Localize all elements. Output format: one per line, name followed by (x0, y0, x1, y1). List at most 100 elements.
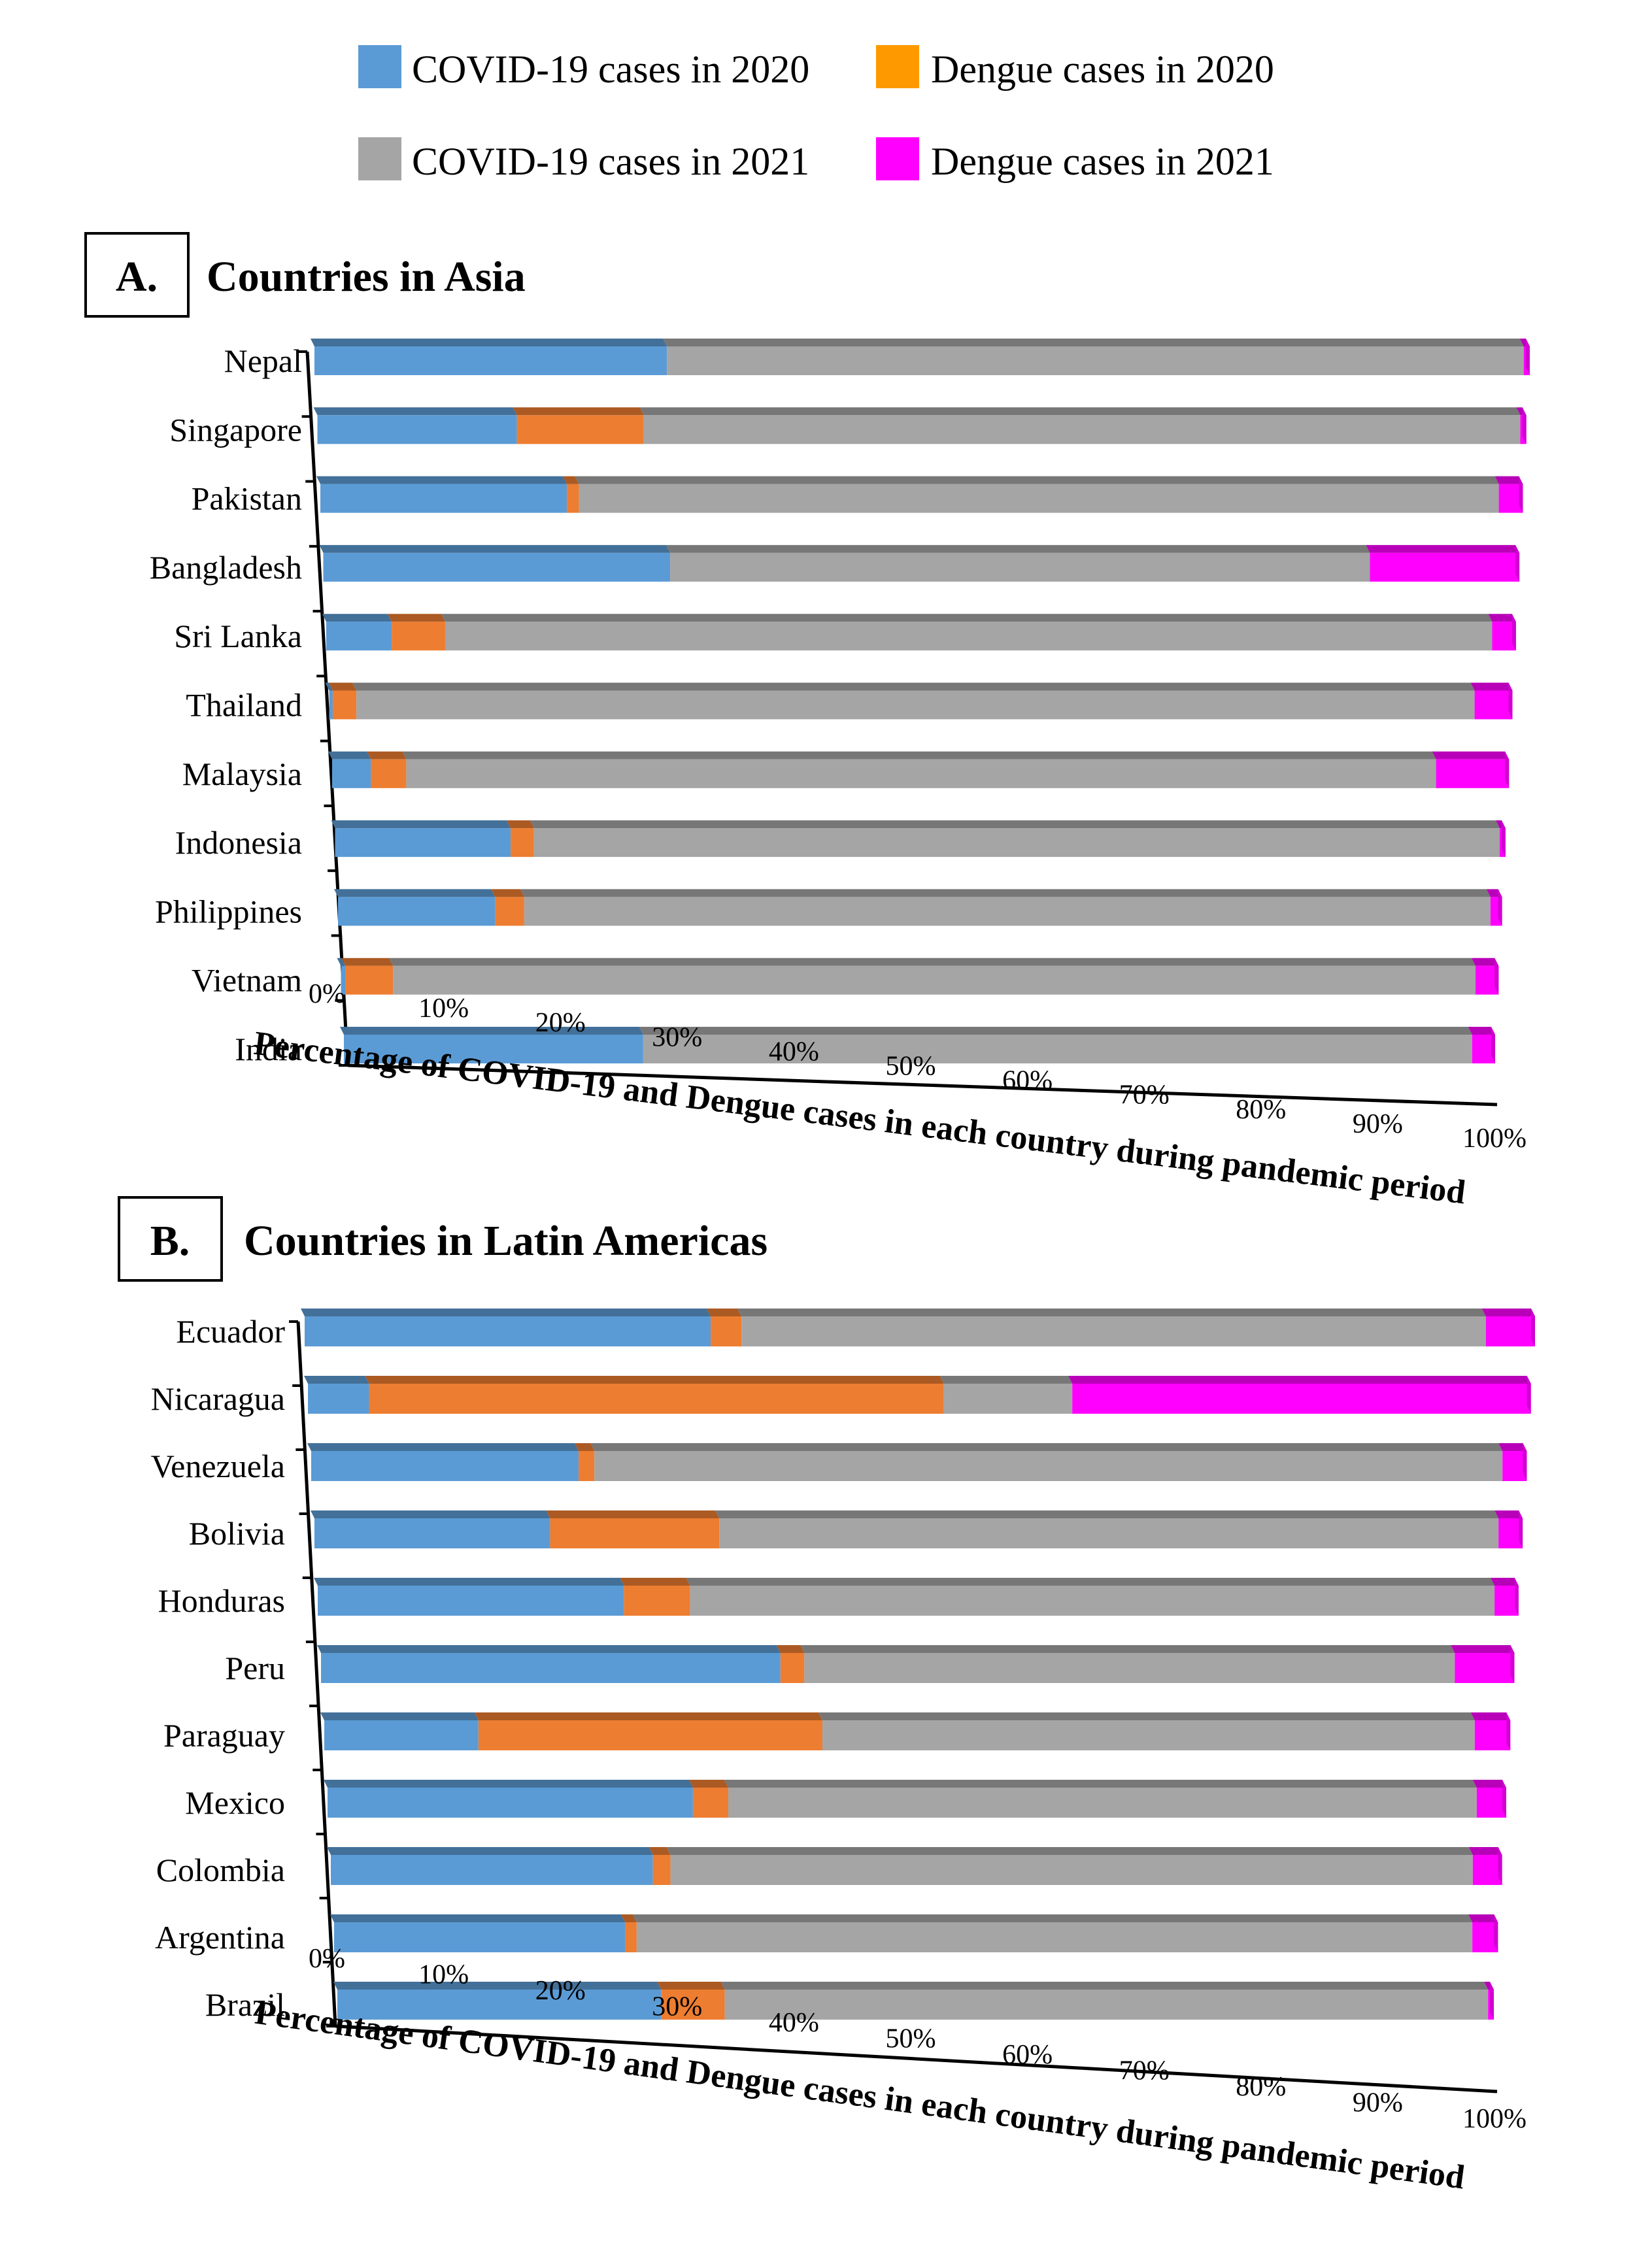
x-tick-label-5: 50% (886, 1052, 936, 1082)
legend-label-dengue-2021: Dengue cases in 2021 (931, 140, 1274, 183)
category-label-singapore: Singapore (169, 411, 302, 448)
category-label-colombia: Colombia (156, 1852, 285, 1888)
bar-segment-sri-lanka-dengue-cases-in-2021 (1488, 614, 1516, 651)
bar-segment-argentina-dengue-cases-in-2020 (621, 1914, 637, 1952)
bar-top-face (328, 751, 371, 759)
x-axis-line (347, 1063, 1498, 1107)
bar-segment-philippines-covid-19-cases-in-2020 (334, 889, 496, 926)
bar-segment-peru-covid-19-cases-in-2021 (800, 1645, 1455, 1683)
bar-front-face (495, 897, 524, 926)
bar-top-face (686, 1578, 1495, 1586)
bar-front-face (550, 1518, 720, 1548)
bar-end-cap-venezuela (1523, 1443, 1527, 1481)
bar-front-face (780, 1653, 805, 1683)
bar-front-face (643, 1035, 1472, 1063)
category-label-malaysia: Malaysia (182, 756, 302, 792)
bar-front-face (822, 1720, 1475, 1750)
bar-front-face (690, 1586, 1495, 1616)
bar-segment-india-covid-19-cases-in-2021 (639, 1027, 1472, 1063)
bar-front-face (1494, 1586, 1519, 1616)
bar-front-face (445, 622, 1493, 651)
x-tick-label-4: 40% (769, 1037, 819, 1067)
bar-segment-malaysia-covid-19-cases-in-2020 (328, 751, 371, 788)
category-label-philippines: Philippines (155, 893, 302, 929)
bar-top-face (724, 1780, 1477, 1788)
bar-segment-colombia-dengue-cases-in-2020 (649, 1847, 671, 1885)
bar-segment-nicaragua-covid-19-cases-in-2020 (304, 1376, 369, 1414)
bar-top-face (1488, 614, 1516, 622)
bar-segment-venezuela-covid-19-cases-in-2020 (307, 1443, 579, 1481)
bar-front-face (741, 1316, 1486, 1346)
bar-front-face (341, 965, 346, 995)
bar-front-face (1472, 1922, 1498, 1952)
bar-top-face (1494, 1510, 1523, 1518)
bar-end-cap-brazil (1490, 1982, 1494, 2020)
category-label-nepal: Nepal (224, 342, 302, 379)
bar-front-face (478, 1720, 822, 1750)
bar-top-face (389, 958, 1476, 966)
bar-end-cap-nepal (1526, 339, 1530, 375)
bar-end-cap-bangladesh (1515, 544, 1520, 582)
x-tick-label-2: 20% (535, 1008, 586, 1038)
bar-top-face (1470, 1712, 1511, 1720)
bar-top-face (649, 1847, 671, 1855)
bar-segment-philippines-dengue-cases-in-2020 (491, 889, 524, 926)
bar-front-face (406, 759, 1436, 788)
bar-front-face (331, 1855, 653, 1885)
bar-top-face (474, 1712, 822, 1720)
y-axis-line (296, 1321, 337, 2027)
bar-top-face (639, 1027, 1472, 1035)
bar-segment-peru-covid-19-cases-in-2020 (317, 1645, 781, 1683)
bar-segment-paraguay-covid-19-cases-in-2021 (818, 1712, 1475, 1750)
bar-segment-mexico-covid-19-cases-in-2020 (324, 1780, 693, 1818)
bar-segment-venezuela-dengue-cases-in-2020 (575, 1443, 595, 1481)
bar-front-face (335, 828, 511, 858)
bar-segment-pakistan-dengue-cases-in-2020 (563, 476, 579, 513)
bar-top-face (367, 751, 407, 759)
bar-segment-pakistan-dengue-cases-in-2021 (1494, 476, 1523, 513)
bar-front-face (670, 1855, 1473, 1885)
bar-segment-bolivia-covid-19-cases-in-2021 (715, 1510, 1499, 1548)
bar-segment-bolivia-covid-19-cases-in-2020 (311, 1510, 550, 1548)
bar-segment-nicaragua-covid-19-cases-in-2021 (939, 1376, 1073, 1414)
bar-front-face (567, 484, 579, 513)
bar-top-face (1491, 1578, 1519, 1586)
bar-front-face (1498, 1518, 1523, 1548)
bar-top-face (1366, 544, 1520, 553)
bar-segment-india-dengue-cases-in-2021 (1468, 1027, 1495, 1063)
bar-front-face (728, 1788, 1477, 1818)
bar-segment-peru-dengue-cases-in-2021 (1451, 1645, 1515, 1683)
bar-segment-argentina-covid-19-cases-in-2021 (632, 1914, 1473, 1952)
bar-front-face (661, 1990, 725, 2020)
bar-front-face (1498, 484, 1523, 513)
bar-end-cap-vietnam (1494, 958, 1499, 995)
bar-top-face (1451, 1645, 1515, 1653)
bar-front-face (652, 1855, 671, 1885)
bar-front-face (667, 346, 1524, 375)
bar-top-face (327, 1847, 653, 1855)
bar-front-face (337, 1990, 662, 2020)
bar-top-face (507, 820, 534, 829)
bar-top-face (307, 1443, 579, 1451)
bar-segment-pakistan-covid-19-cases-in-2020 (316, 476, 567, 513)
bar-top-face (530, 820, 1500, 829)
bar-top-face (639, 407, 1521, 416)
bar-segment-argentina-dengue-cases-in-2021 (1468, 1914, 1498, 1952)
bar-segment-malaysia-dengue-cases-in-2020 (367, 751, 407, 788)
bar-front-face (1474, 1720, 1511, 1750)
bar-front-face (643, 415, 1521, 444)
bar-end-cap-ecuador (1531, 1309, 1535, 1346)
x-tick-label-10: 100% (1462, 2104, 1527, 2134)
bar-segment-singapore-covid-19-cases-in-2021 (639, 407, 1521, 444)
bar-front-face (594, 1451, 1503, 1481)
bar-top-face (352, 682, 1475, 691)
bar-segment-malaysia-dengue-cases-in-2021 (1432, 751, 1510, 788)
panel-a: A. Countries in Asia Nepal Singapore Pakis… (84, 232, 1530, 1211)
category-label-ecuador: Ecuador (176, 1313, 285, 1350)
bar-front-face (328, 1788, 693, 1818)
bar-end-cap-philippines (1498, 889, 1502, 926)
bar-segment-colombia-covid-19-cases-in-2021 (666, 1847, 1473, 1885)
bar-front-face (369, 1384, 944, 1414)
bar-segment-colombia-covid-19-cases-in-2020 (327, 1847, 653, 1885)
